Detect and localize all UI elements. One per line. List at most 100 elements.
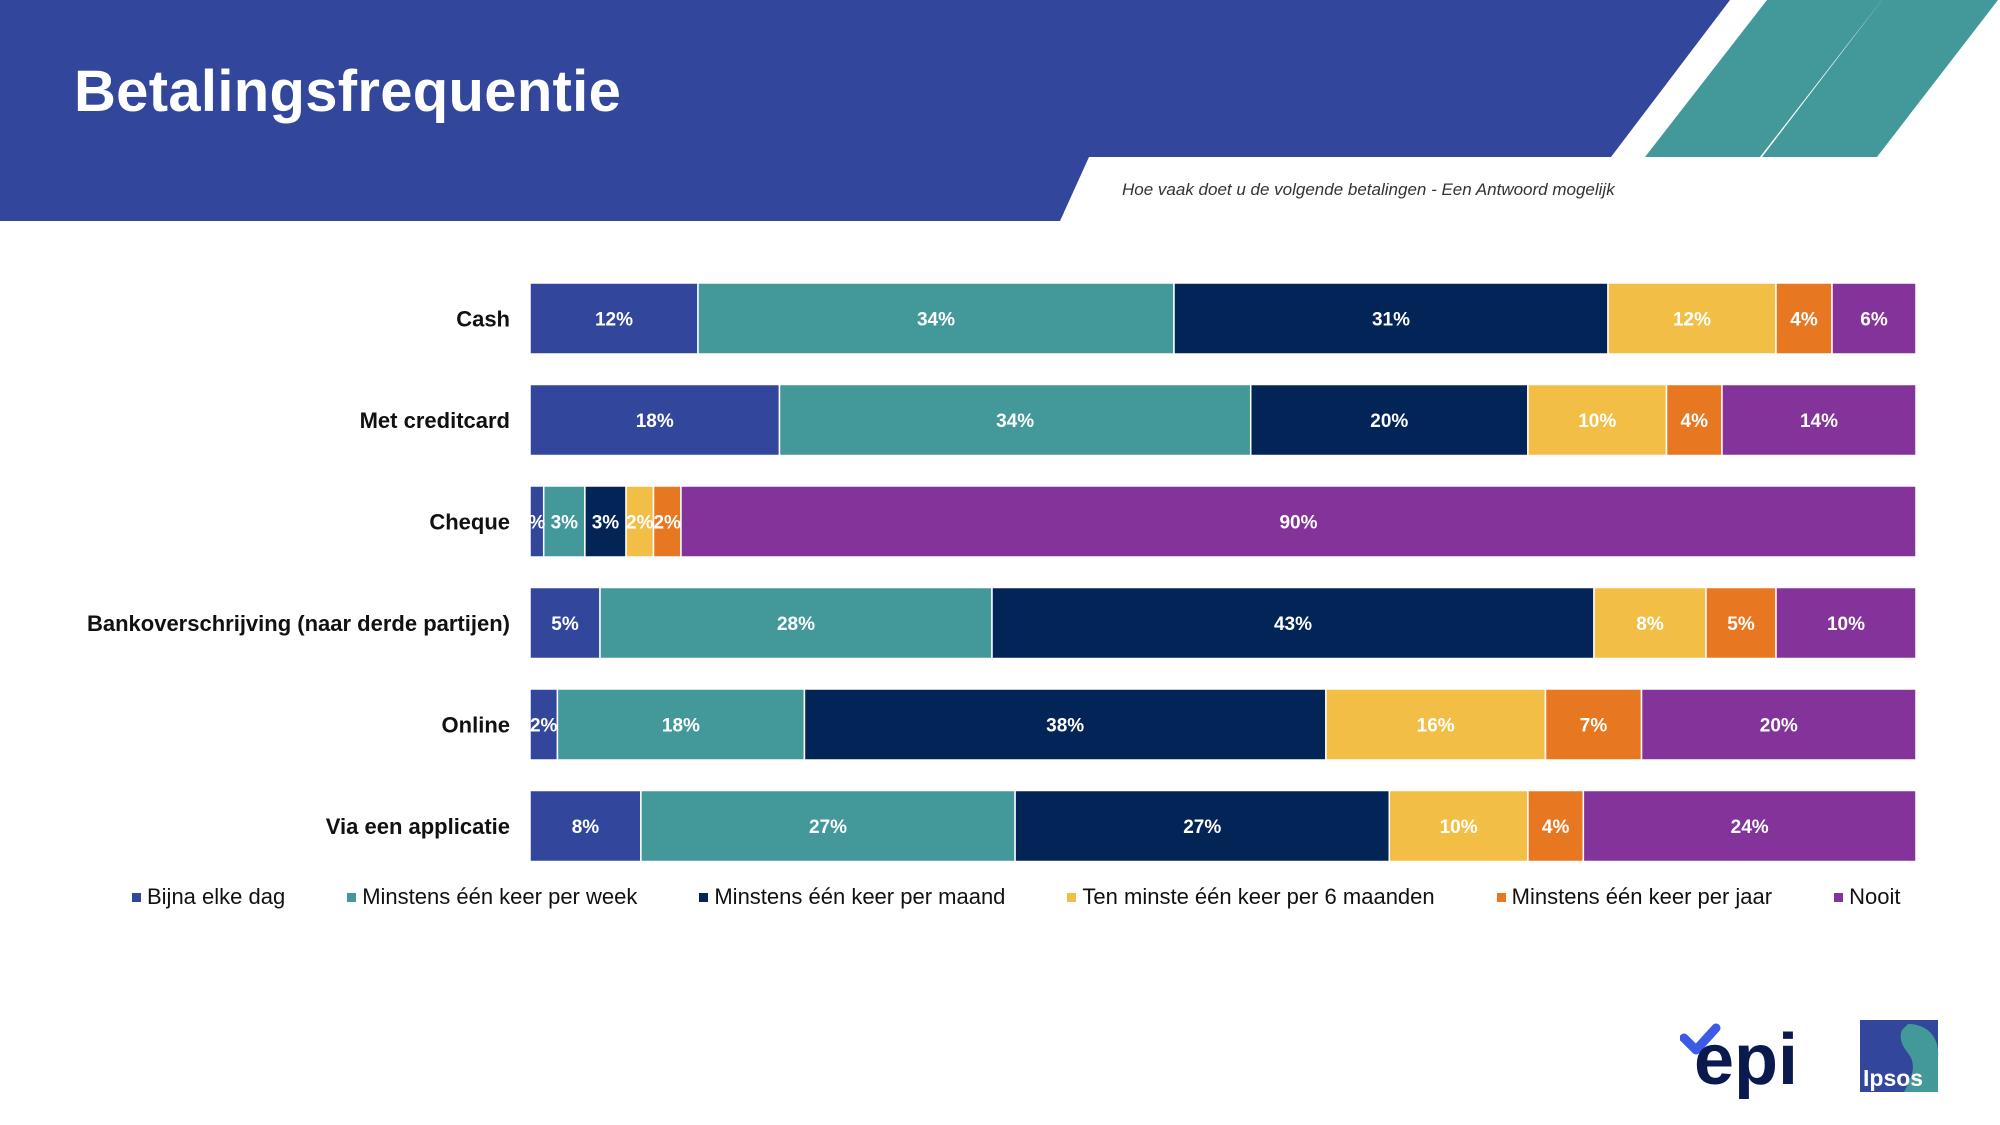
data-label: 20%: [1370, 411, 1408, 432]
data-label: 31%: [1372, 310, 1410, 331]
bar-segment: [542, 485, 586, 558]
header-background: [0, 0, 1730, 221]
data-label: 4%: [1790, 310, 1818, 331]
bar-segment: [1705, 586, 1777, 660]
category-label: Bankoverschrijving (naar derde partijen): [87, 611, 510, 636]
data-label: 10%: [1827, 614, 1865, 635]
category-label: Cash: [456, 307, 510, 332]
legend-label: Bijna elke dag: [147, 884, 286, 909]
data-label: 7%: [1580, 716, 1608, 737]
data-label: %: [528, 513, 545, 534]
data-label: 18%: [662, 716, 700, 737]
stacked-bar-chart: Cash 12% 34% 31% 12% 4% 6% Met creditcard 18% 34%…: [87, 282, 1917, 863]
data-label: 18%: [636, 411, 674, 432]
category-label: Via een applicatie: [326, 814, 510, 839]
bar-segment: [778, 383, 1252, 457]
data-label: 12%: [595, 310, 633, 331]
data-label: 5%: [1727, 614, 1755, 635]
bar-segment: [556, 688, 806, 761]
data-label: 90%: [1279, 513, 1317, 534]
bar-segment: [599, 586, 993, 660]
data-label: 2%: [626, 513, 654, 534]
data-label: 34%: [996, 411, 1034, 432]
bar-segment: [529, 688, 559, 761]
bars-layer: [529, 282, 1917, 863]
bar-segment: [1249, 383, 1529, 457]
legend-label: Minstens één keer per week: [362, 884, 638, 909]
data-label: 38%: [1046, 716, 1084, 737]
data-label: 28%: [777, 614, 815, 635]
bar-segment: [584, 485, 627, 558]
legend-item: Minstens één keer per jaar: [1496, 884, 1773, 910]
data-label: 24%: [1731, 817, 1769, 838]
legend-item: Nooit: [1834, 884, 1900, 910]
data-label: 20%: [1760, 716, 1798, 737]
legend-swatch: [1067, 892, 1077, 902]
legend-label: Minstens één keer per maand: [714, 884, 1006, 909]
labels-layer: Cash 12% 34% 31% 12% 4% 6% Met creditcard 18% 34%…: [87, 307, 1888, 840]
bar-segment: [529, 789, 642, 863]
category-label: Cheque: [429, 510, 510, 535]
data-label: 43%: [1274, 614, 1312, 635]
legend-item: Minstens één keer per week: [347, 884, 637, 910]
bar-segment: [529, 383, 781, 457]
data-label: 10%: [1578, 411, 1616, 432]
legend-swatch: [347, 892, 357, 902]
bar-segment: [1665, 383, 1723, 457]
data-label: 2%: [530, 716, 558, 737]
ipsos-logo-profile: [1900, 1024, 1939, 1092]
bar-segment: [1593, 586, 1707, 660]
data-label: 3%: [592, 513, 620, 534]
data-label: 6%: [1860, 310, 1888, 331]
bar-segment: [803, 688, 1327, 761]
header-band: [0, 0, 1998, 221]
data-label: 34%: [917, 310, 955, 331]
epi-logo-wordmark: epi: [1694, 1020, 1798, 1100]
epi-logo-checkmark: [1680, 1023, 1721, 1055]
data-label: 27%: [1183, 817, 1221, 838]
header-accent-stripe-1: [1645, 0, 1882, 157]
legend-swatch: [1496, 892, 1506, 902]
category-label: Online: [442, 713, 510, 738]
page-title: Betalingsfrequentie: [74, 59, 622, 124]
bar-segment: [1640, 688, 1917, 761]
legend-item: Bijna elke dag: [132, 884, 285, 910]
legend-swatch: [699, 892, 709, 902]
ipsos-logo-wordmark: Ipsos: [1863, 1065, 1923, 1091]
data-label: 3%: [551, 513, 579, 534]
bar-segment: [625, 485, 655, 558]
data-label: 14%: [1800, 411, 1838, 432]
bar-segment: [529, 586, 601, 660]
data-label: 8%: [572, 817, 600, 838]
chart-legend: Bijna elke dag Minstens één keer per week…: [132, 884, 1900, 910]
bar-segment: [652, 485, 682, 558]
bar-segment: [1325, 688, 1547, 761]
bar-segment: [1014, 789, 1391, 863]
bar-segment: [1582, 789, 1917, 863]
bar-segment: [697, 282, 1175, 355]
bar-segment: [680, 485, 1917, 558]
legend-label: Minstens één keer per jaar: [1511, 884, 1773, 909]
bar-segment: [640, 789, 1016, 863]
legend-item: Minstens één keer per maand: [699, 884, 1005, 910]
bar-segment: [1388, 789, 1529, 863]
data-label: 2%: [653, 513, 681, 534]
data-label: 12%: [1673, 310, 1711, 331]
bar-segment: [1831, 282, 1917, 355]
data-label: 5%: [551, 614, 579, 635]
bar-segment: [1721, 383, 1917, 457]
data-label: 4%: [1681, 411, 1709, 432]
legend-swatch: [1834, 892, 1844, 902]
legend-swatch: [132, 892, 141, 902]
data-label: 27%: [809, 817, 847, 838]
bar-segment: [529, 282, 699, 355]
legend-item: Ten minste één keer per 6 maanden: [1067, 884, 1435, 910]
chart-subtitle: Hoe vaak doet u de volgende betalingen -…: [1122, 180, 1615, 199]
legend-label: Ten minste één keer per 6 maanden: [1082, 884, 1435, 909]
bar-segment: [991, 586, 1595, 660]
data-label: 10%: [1440, 817, 1478, 838]
data-label: 4%: [1542, 817, 1570, 838]
legend-label: Nooit: [1849, 884, 1901, 909]
bar-segment: [1527, 789, 1585, 863]
category-label: Met creditcard: [360, 408, 510, 433]
